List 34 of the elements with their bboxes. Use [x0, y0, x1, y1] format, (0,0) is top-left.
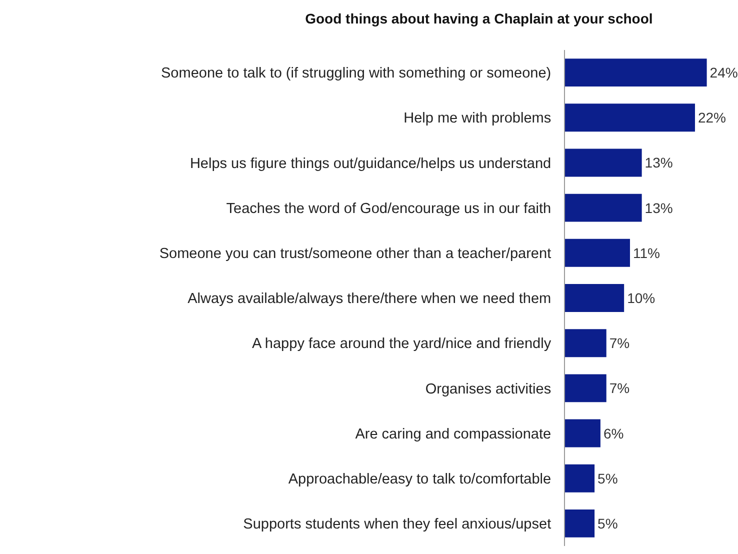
y-tick-label: Always available/always there/there when we need them	[188, 291, 552, 308]
data-label: 22%	[698, 110, 726, 126]
y-tick-label: Supports students when they feel anxious/upset	[243, 516, 552, 533]
bar	[565, 374, 606, 402]
data-label: 7%	[609, 335, 630, 352]
data-label: 13%	[644, 154, 673, 171]
bar	[565, 284, 624, 312]
y-tick-label: Help me with problems	[404, 110, 552, 127]
bar	[565, 194, 642, 222]
data-label: 7%	[609, 380, 630, 396]
y-tick-label: Someone you can trust/someone other than a teacher/parent	[159, 246, 552, 262]
data-label: 5%	[598, 470, 618, 486]
bar	[565, 329, 606, 358]
bar	[565, 148, 642, 177]
y-tick-label: Are caring and compassionate	[355, 426, 552, 442]
data-label: 24%	[710, 64, 738, 81]
data-label: 5%	[598, 515, 618, 532]
data-label: 6%	[603, 425, 624, 442]
chart-title: Good things about having a Chaplain at your school	[305, 10, 653, 27]
y-tick-label: Approachable/easy to talk to/comfortable	[288, 471, 552, 488]
data-label: 10%	[627, 290, 656, 306]
y-tick-label: Someone to talk to (if struggling with something or someone)	[161, 66, 552, 82]
bar	[565, 464, 595, 492]
y-tick-label: Organises activities	[425, 381, 552, 398]
bar	[565, 238, 630, 267]
bar	[565, 58, 707, 87]
bar	[565, 419, 600, 448]
y-tick-label: Teaches the word of God/encourage us in our faith	[226, 200, 552, 217]
bar	[565, 509, 595, 538]
bar	[565, 104, 695, 132]
data-label: 13%	[644, 200, 673, 216]
y-tick-label: Helps us figure things out/guidance/helps us understand	[190, 156, 552, 172]
y-tick-label: A happy face around the yard/nice and friendly	[252, 336, 552, 352]
data-label: 11%	[632, 244, 660, 261]
